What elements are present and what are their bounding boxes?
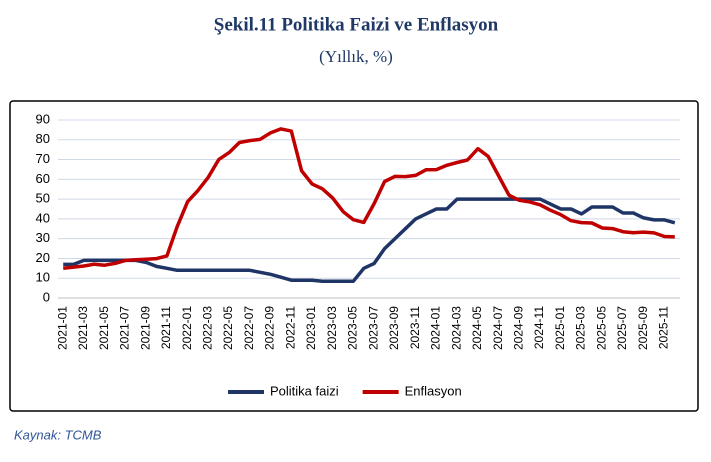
- x-tick-label: 2021-11: [159, 306, 173, 349]
- x-tick-label: 2025-09: [636, 306, 650, 350]
- legend-label: Enflasyon: [405, 383, 462, 398]
- x-tick-label: 2024-05: [470, 306, 484, 350]
- y-tick-label: 30: [36, 230, 50, 245]
- x-tick-label: 2023-09: [387, 306, 401, 350]
- chart-subtitle: (Yıllık, %): [319, 47, 393, 66]
- x-tick-label: 2024-09: [511, 306, 525, 350]
- y-tick-label: 20: [36, 250, 50, 265]
- x-tick-label: 2025-05: [594, 306, 608, 350]
- x-tick-label: 2024-01: [429, 306, 443, 350]
- x-tick-label: 2025-11: [657, 306, 671, 349]
- x-tick-label: 2023-07: [366, 306, 380, 350]
- legend-label: Politika faizi: [270, 383, 339, 398]
- x-tick-label: 2024-07: [491, 306, 505, 350]
- x-tick-label: 2022-03: [200, 306, 214, 350]
- x-tick-label: 2021-05: [97, 306, 111, 350]
- x-tick-label: 2023-03: [325, 306, 339, 350]
- y-tick-label: 10: [36, 270, 50, 285]
- y-tick-label: 60: [36, 171, 50, 186]
- x-tick-label: 2021-07: [118, 306, 132, 350]
- y-tick-label: 50: [36, 191, 50, 206]
- x-tick-label: 2024-03: [449, 306, 463, 350]
- x-tick-label: 2022-07: [242, 306, 256, 350]
- y-tick-label: 90: [36, 111, 50, 126]
- x-tick-label: 2022-11: [283, 306, 297, 349]
- x-tick-label: 2022-09: [263, 306, 277, 350]
- y-tick-label: 80: [36, 131, 50, 146]
- y-tick-label: 0: [43, 289, 50, 304]
- x-tick-label: 2023-05: [346, 306, 360, 350]
- x-tick-label: 2021-09: [138, 306, 152, 350]
- x-tick-label: 2021-01: [55, 306, 69, 350]
- x-tick-label: 2023-11: [408, 306, 422, 349]
- x-tick-label: 2025-07: [615, 306, 629, 350]
- y-tick-label: 70: [36, 151, 50, 166]
- data-line: [62, 127, 675, 271]
- x-tick-label: 2022-05: [221, 306, 235, 350]
- x-tick-label: 2022-01: [180, 306, 194, 350]
- x-tick-label: 2024-11: [532, 306, 546, 349]
- x-tick-label: 2021-03: [76, 306, 90, 350]
- chart-title: Şekil.11 Politika Faizi ve Enflasyon: [214, 14, 499, 35]
- x-tick-label: 2025-01: [553, 306, 567, 350]
- x-tick-label: 2023-01: [304, 306, 318, 350]
- chart-frame: [9, 100, 699, 412]
- data-line: [63, 197, 676, 283]
- source-note: Kaynak: TCMB: [14, 427, 102, 442]
- x-tick-label: 2025-03: [574, 306, 588, 350]
- y-tick-label: 40: [36, 210, 50, 225]
